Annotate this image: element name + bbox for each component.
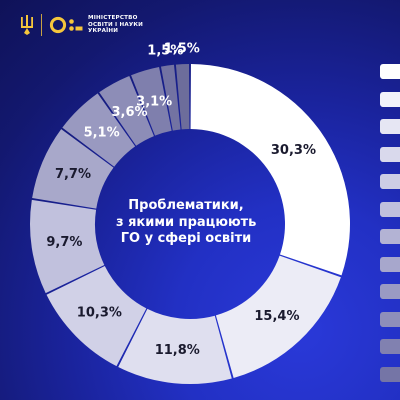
donut-slice (46, 266, 147, 367)
slice-label: 1,5% (164, 42, 200, 57)
slice-label: 7,7% (55, 167, 91, 182)
slice-label: 11,8% (155, 343, 200, 358)
side-tab (380, 174, 400, 189)
donut-slice (190, 64, 350, 276)
side-tab (380, 339, 400, 354)
ministry-logo-icon (49, 16, 83, 34)
donut-slice (160, 64, 181, 131)
trident-icon (21, 15, 33, 35)
donut-slice (29, 199, 105, 294)
ministry-name-line: УКРАЇНИ (88, 28, 119, 35)
donut-slice (32, 129, 114, 209)
side-tab (380, 366, 400, 382)
slice-label: 10,3% (77, 305, 122, 320)
slice-label: 3,1% (136, 95, 172, 110)
slice-label: 5,1% (84, 125, 120, 140)
donut-slice (215, 255, 341, 378)
side-tab (380, 91, 400, 107)
chart-title: Проблематики, з якими працюють ГО у сфер… (116, 198, 256, 248)
side-tab (380, 64, 400, 79)
side-tabs-decoration (380, 0, 400, 400)
chart-title-line: ГО у сфері освіти (120, 231, 252, 246)
side-tab (380, 229, 400, 244)
chart-title-line: з якими працюють (116, 214, 257, 230)
chart-title-line: Проблематики, (128, 198, 244, 213)
donut-slice (131, 67, 172, 136)
donut-slice (118, 308, 232, 384)
ministry-name: МІНІСТЕРСТВО ОСВІТИ І НАУКИ УКРАЇНИ (88, 15, 143, 35)
ministry-name-line: ОСВІТИ І НАУКИ (88, 21, 144, 28)
donut-slice (62, 93, 136, 167)
slice-label: 1,5% (147, 43, 183, 58)
slice-label: 3,6% (111, 105, 147, 120)
donut-slice (99, 75, 154, 146)
slice-label: 30,3% (271, 143, 316, 158)
side-tab (380, 146, 400, 162)
header: МІНІСТЕРСТВО ОСВІТИ І НАУКИ УКРАЇНИ (20, 14, 143, 36)
header-divider (41, 14, 42, 36)
side-tab (380, 311, 400, 327)
ministry-name-line: МІНІСТЕРСТВО (88, 15, 138, 22)
donut-slice (175, 64, 190, 130)
slice-label: 15,4% (254, 309, 299, 324)
slice-label: 9,7% (46, 235, 82, 250)
side-tab (380, 201, 400, 217)
side-tab (380, 284, 400, 299)
side-tab (380, 256, 400, 272)
side-tab (380, 119, 400, 134)
